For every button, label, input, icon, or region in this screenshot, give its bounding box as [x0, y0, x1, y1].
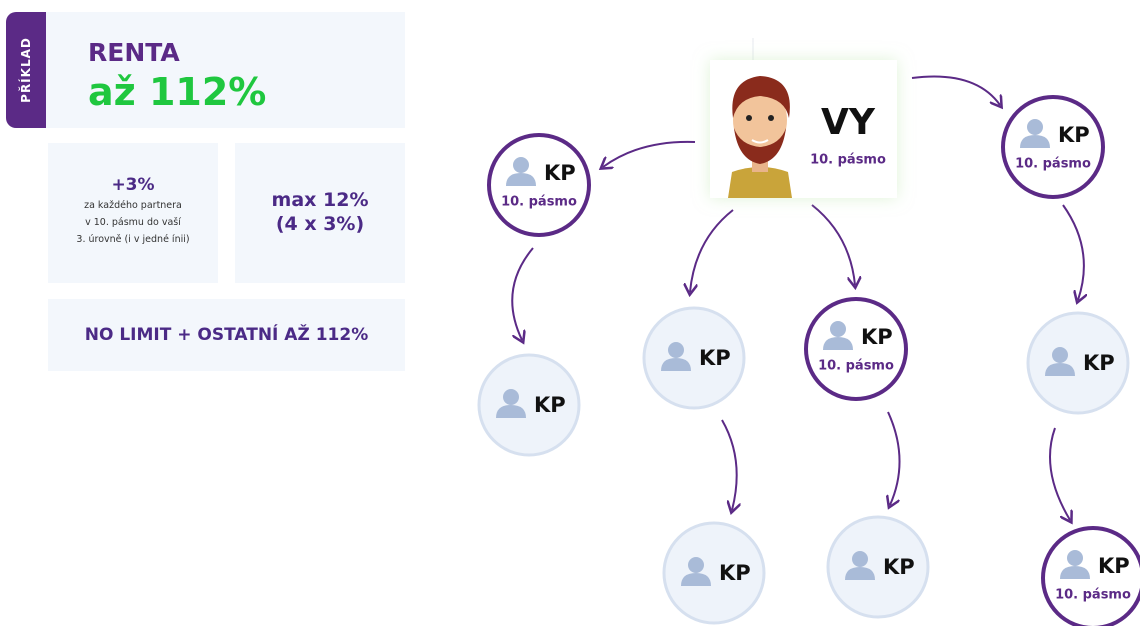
page: PŘÍKLAD RENTA až 112% +3% za každého par… — [0, 0, 1140, 626]
diagram: VY10. pásmo KP10. pásmoKP10. pásmoKPKPKP… — [0, 0, 1140, 626]
node-label: KP — [719, 561, 751, 585]
you-card: VY 10. pásmo — [710, 60, 897, 198]
node: KP 10. pásmo — [1043, 528, 1140, 626]
node: KP 10. pásmo — [489, 135, 589, 235]
avatar — [728, 76, 792, 198]
node-label: KP — [544, 161, 576, 185]
node-label: KP — [534, 393, 566, 417]
node-circle — [1003, 97, 1103, 197]
node: KP — [479, 355, 579, 455]
node-label: KP — [861, 325, 893, 349]
node-label: VY — [821, 102, 876, 143]
node-sublabel: 10. pásmo — [810, 153, 886, 168]
node-circle — [489, 135, 589, 235]
node-sublabel: 10. pásmo — [501, 195, 577, 210]
node-label: KP — [1083, 351, 1115, 375]
node: KP 10. pásmo — [806, 299, 906, 399]
node: KP — [1028, 313, 1128, 413]
node-label: KP — [883, 555, 915, 579]
node-sublabel: 10. pásmo — [1015, 157, 1091, 172]
node: KP 10. pásmo — [1003, 97, 1103, 197]
node: KP — [644, 308, 744, 408]
node-label: KP — [699, 346, 731, 370]
node-circle — [806, 299, 906, 399]
node-label: KP — [1058, 123, 1090, 147]
node: KP — [664, 523, 764, 623]
node-label: KP — [1098, 554, 1130, 578]
node-sublabel: 10. pásmo — [818, 359, 894, 374]
node-sublabel: 10. pásmo — [1055, 588, 1131, 603]
node: KP — [828, 517, 928, 617]
